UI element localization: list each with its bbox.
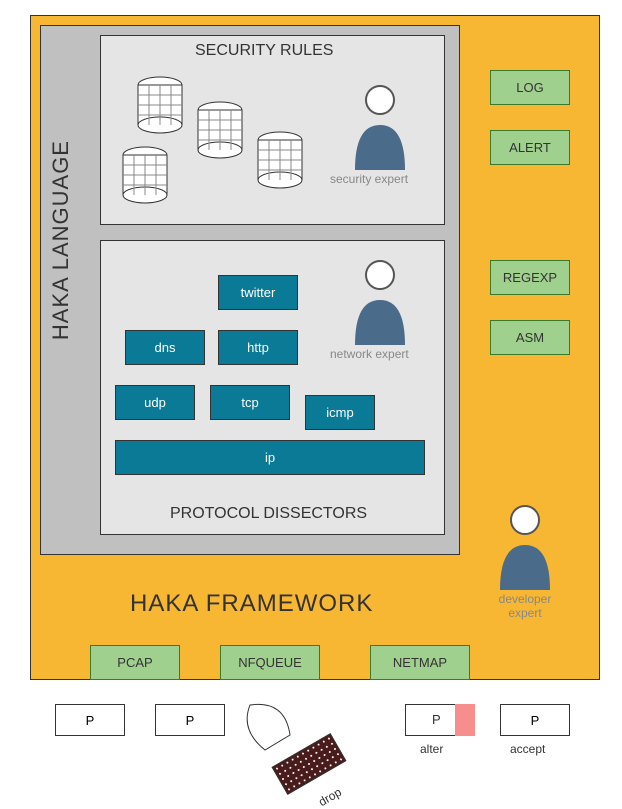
security-expert-label: security expert [330, 172, 408, 186]
protocol-label: twitter [241, 285, 276, 300]
framework-title: HAKA FRAMEWORK [130, 590, 373, 618]
person-body-icon [345, 290, 415, 345]
button-label: PCAP [117, 655, 152, 670]
packet-p-label: P [432, 712, 441, 727]
person-body-icon [345, 115, 415, 170]
button-label: NETMAP [393, 655, 447, 670]
person-head-icon [365, 85, 395, 115]
side-button-alert: ALERT [490, 130, 570, 165]
protocol-dissectors-title: PROTOCOL DISSECTORS [170, 505, 367, 523]
packet-box: P [155, 704, 225, 736]
database-icon [120, 145, 170, 205]
protocol-label: ip [265, 450, 275, 465]
button-label: REGEXP [503, 270, 557, 285]
bottom-button-pcap: PCAP [90, 645, 180, 680]
language-title: HAKA LANGUAGE [48, 140, 74, 340]
packet-box: P [55, 704, 125, 736]
person-body-icon [490, 535, 560, 590]
side-button-asm: ASM [490, 320, 570, 355]
protocol-ip: ip [115, 440, 425, 475]
protocol-label: icmp [326, 405, 353, 420]
developer-expert-label: developerexpert [490, 592, 560, 621]
protocol-label: tcp [241, 395, 258, 410]
button-label: ALERT [509, 140, 551, 155]
button-label: NFQUEUE [238, 655, 302, 670]
packet-accept: P [500, 704, 570, 736]
person-head-icon [365, 260, 395, 290]
packet-label: P [186, 713, 195, 728]
person-head-icon [510, 505, 540, 535]
packet-alter-stripe [455, 704, 475, 736]
alter-label: alter [420, 742, 443, 756]
drop-label: drop [316, 785, 344, 809]
packet-label: P [86, 713, 95, 728]
network-expert-label: network expert [330, 347, 409, 361]
packet-bent-icon [235, 695, 305, 755]
bottom-button-nfqueue: NFQUEUE [220, 645, 320, 680]
side-button-log: LOG [490, 70, 570, 105]
database-icon [195, 100, 245, 160]
protocol-label: udp [144, 395, 166, 410]
security-rules-title: SECURITY RULES [195, 42, 333, 60]
protocol-tcp: tcp [210, 385, 290, 420]
side-button-regexp: REGEXP [490, 260, 570, 295]
protocol-http: http [218, 330, 298, 365]
protocol-udp: udp [115, 385, 195, 420]
packet-label: P [531, 713, 540, 728]
protocol-label: http [247, 340, 269, 355]
protocol-dns: dns [125, 330, 205, 365]
button-label: LOG [516, 80, 543, 95]
button-label: ASM [516, 330, 544, 345]
protocol-twitter: twitter [218, 275, 298, 310]
accept-label: accept [510, 742, 545, 756]
protocol-icmp: icmp [305, 395, 375, 430]
database-icon [255, 130, 305, 190]
bottom-button-netmap: NETMAP [370, 645, 470, 680]
protocol-label: dns [155, 340, 176, 355]
database-icon [135, 75, 185, 135]
